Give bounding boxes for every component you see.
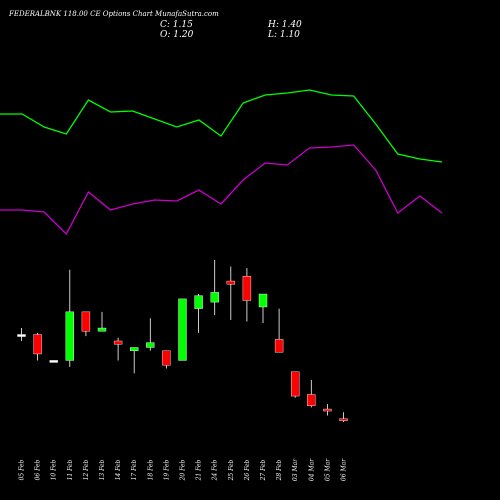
candle-27-feb xyxy=(258,293,268,324)
indicator-lines xyxy=(0,89,443,236)
candle-body xyxy=(291,371,300,397)
candle-body xyxy=(49,360,58,363)
candle-body xyxy=(81,311,91,332)
high-value: H: 1.40 xyxy=(268,20,302,30)
x-tick-label: 11 Feb xyxy=(67,459,74,480)
candle-body xyxy=(339,418,348,421)
x-tick-label: 18 Feb xyxy=(147,459,154,480)
x-tick-label: 19 Feb xyxy=(163,459,170,480)
candle-11-feb xyxy=(65,269,75,367)
indicator-line-2 xyxy=(0,144,443,236)
x-tick-label: 04 Mar xyxy=(308,458,315,481)
candle-body xyxy=(129,347,139,351)
x-tick-label: 17 Feb xyxy=(131,459,138,480)
candle-body xyxy=(162,350,171,366)
candle-05-mar xyxy=(323,404,332,416)
candle-body xyxy=(33,334,42,355)
x-tick-label: 20 Feb xyxy=(180,459,187,481)
candles xyxy=(17,260,348,422)
candle-19-feb xyxy=(162,350,171,369)
candle-body xyxy=(274,339,284,353)
candle-body xyxy=(113,340,123,345)
x-tick-label: 21 Feb xyxy=(196,459,203,481)
candle-body xyxy=(307,394,316,406)
x-tick-label: 06 Feb xyxy=(35,459,42,480)
candle-14-feb xyxy=(113,337,123,361)
candle-12-feb xyxy=(81,311,91,337)
candle-body xyxy=(323,408,332,412)
candle-21-feb xyxy=(194,294,203,333)
x-tick-label: 28 Feb xyxy=(276,459,283,481)
candle-24-feb xyxy=(210,260,219,316)
candle-04-mar xyxy=(307,379,316,408)
candle-body xyxy=(146,342,155,348)
candle-body xyxy=(65,311,75,361)
candle-06-mar xyxy=(339,412,348,422)
x-tick-label: 13 Feb xyxy=(99,459,106,480)
candle-25-feb xyxy=(226,266,236,320)
x-tick-label: 25 Feb xyxy=(228,459,235,481)
x-tick-label: 03 Mar xyxy=(292,458,299,481)
x-tick-label: 27 Feb xyxy=(260,459,267,481)
x-tick-label: 14 Feb xyxy=(115,459,122,480)
candle-body xyxy=(242,276,252,301)
x-tick-label: 05 Mar xyxy=(324,458,331,481)
open-value: O: 1.20 xyxy=(160,30,194,40)
candle-05-feb xyxy=(17,328,26,341)
x-tick-label: 24 Feb xyxy=(212,459,219,481)
candle-20-feb xyxy=(178,298,187,361)
candle-28-feb xyxy=(274,308,284,353)
candle-body xyxy=(258,293,268,308)
x-tick-label: 10 Feb xyxy=(51,459,58,480)
candle-body xyxy=(97,327,107,332)
candle-body xyxy=(210,292,219,303)
candle-03-mar xyxy=(291,371,300,398)
x-tick-label: 12 Feb xyxy=(83,459,90,480)
candle-18-feb xyxy=(146,318,155,351)
candle-26-feb xyxy=(242,268,252,322)
candle-10-feb xyxy=(49,360,58,363)
candle-body xyxy=(194,295,203,309)
indicator-line-1 xyxy=(0,89,443,163)
low-value: L: 1.10 xyxy=(268,30,300,40)
chart-title: FEDERALBNK 118.00 CE Options Chart Munaf… xyxy=(9,10,219,18)
candle-06-feb xyxy=(33,332,42,361)
candle-body xyxy=(17,334,26,337)
x-axis-labels: 05 Feb 06 Feb 10 Feb 11 Feb 12 Feb 13 Feb 14 F… xyxy=(19,458,348,482)
candle-body xyxy=(178,298,187,361)
x-tick-label: 05 Feb xyxy=(19,459,26,480)
candle-17-feb xyxy=(129,347,139,374)
candle-body xyxy=(226,280,236,285)
x-tick-label: 06 Mar xyxy=(341,458,348,481)
x-tick-label: 26 Feb xyxy=(244,459,251,481)
close-value: C: 1.15 xyxy=(160,20,193,30)
candle-13-feb xyxy=(97,311,107,332)
